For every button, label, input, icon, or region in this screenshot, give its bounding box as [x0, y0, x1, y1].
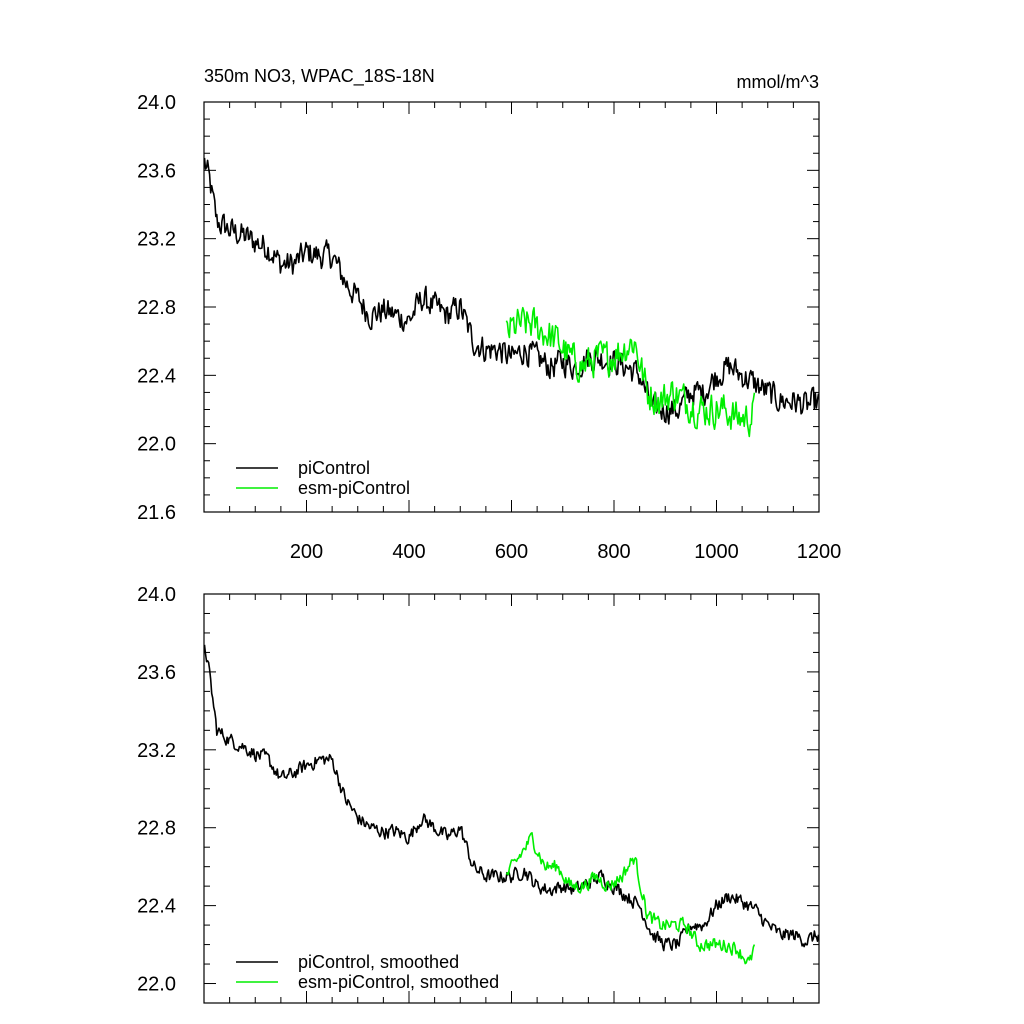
x-tick-label: 1000	[694, 541, 739, 563]
chart-title: 350m NO3, WPAC_18S-18N	[204, 66, 435, 87]
y-tick-label: 24.0	[137, 92, 176, 114]
series-line-esm-picontrol	[505, 306, 756, 438]
x-tick-label: 200	[290, 541, 323, 563]
y-tick-label: 23.6	[137, 662, 176, 684]
series-line-picontrol	[203, 157, 820, 425]
y-tick-label: 22.0	[137, 974, 176, 996]
y-tick-label: 22.8	[137, 297, 176, 319]
series-line-picontrol-smoothed	[203, 644, 820, 952]
y-tick-label: 23.6	[137, 160, 176, 182]
legend-label: piControl, smoothed	[298, 952, 459, 972]
x-tick-label: 1200	[797, 541, 842, 563]
plot-frame	[203, 101, 820, 513]
x-tick-label: 800	[597, 541, 630, 563]
y-tick-label: 23.2	[137, 740, 176, 762]
x-tick-label: 400	[392, 541, 425, 563]
legend-label: esm-piControl	[298, 478, 410, 498]
series-line-esm-picontrol-smoothed	[505, 831, 756, 965]
y-tick-label: 22.4	[137, 896, 176, 918]
y-tick-label: 22.0	[137, 434, 176, 456]
bottom-panel: 22.0 22.4 22.8 23.2 23.6 24.0 piControl, smoot…	[137, 584, 820, 1004]
legend-label: piControl	[298, 458, 370, 478]
x-tick-label: 600	[495, 541, 528, 563]
y-tick-label: 23.2	[137, 229, 176, 251]
top-panel: 21.6 22.0 22.4 22.8 23.2 23.6 24.0 200 400 600 800…	[137, 92, 841, 563]
y-tick-label: 22.4	[137, 365, 176, 387]
y-tick-label: 24.0	[137, 584, 176, 606]
legend-label: esm-piControl, smoothed	[298, 972, 499, 992]
y-tick-label: 22.8	[137, 818, 176, 840]
plot-frame	[203, 593, 820, 1004]
units-label: mmol/m^3	[737, 72, 819, 92]
y-tick-label: 21.6	[137, 502, 176, 524]
